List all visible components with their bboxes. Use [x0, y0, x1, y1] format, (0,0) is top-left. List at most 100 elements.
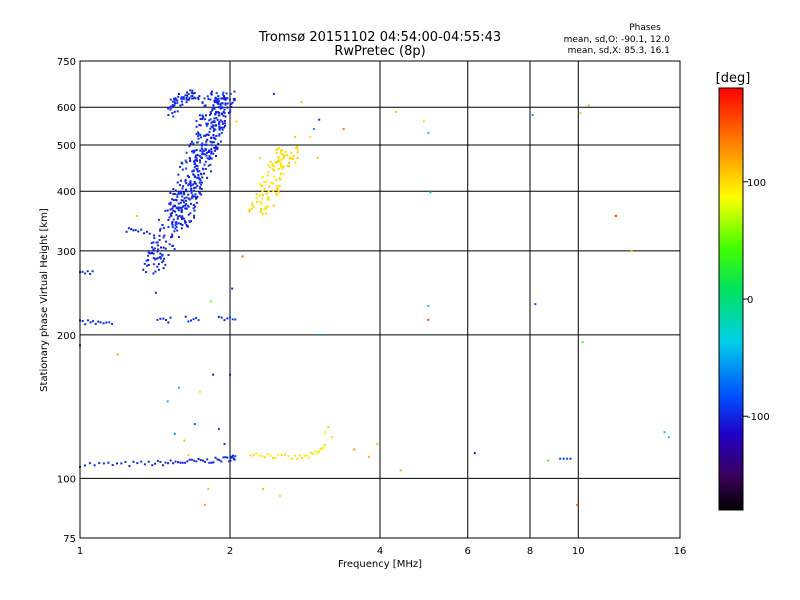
- data-point: [218, 125, 221, 128]
- data-point: [223, 112, 226, 115]
- data-point: [176, 229, 179, 232]
- data-point: [255, 452, 258, 455]
- data-point: [146, 264, 149, 267]
- data-point: [221, 120, 224, 123]
- data-point: [170, 214, 173, 217]
- data-point: [213, 101, 216, 104]
- data-point: [174, 189, 177, 192]
- data-point: [230, 105, 233, 108]
- data-point: [151, 464, 154, 467]
- data-point: [207, 488, 210, 490]
- data-point: [169, 98, 172, 101]
- data-point: [194, 182, 197, 185]
- data-point: [215, 92, 218, 95]
- data-point: [232, 98, 235, 100]
- data-point: [186, 460, 189, 463]
- data-point: [197, 96, 200, 99]
- data-point: [227, 111, 230, 114]
- data-point: [231, 287, 234, 290]
- data-point: [190, 184, 192, 187]
- data-point: [224, 115, 227, 118]
- data-point: [185, 199, 187, 202]
- data-point: [197, 131, 200, 134]
- data-point: [171, 223, 174, 226]
- data-point: [179, 104, 182, 107]
- data-point: [99, 321, 102, 324]
- data-point: [228, 460, 231, 463]
- data-point: [201, 157, 203, 159]
- data-point: [167, 219, 170, 221]
- data-point: [168, 202, 171, 205]
- data-point: [180, 208, 183, 211]
- data-point: [189, 142, 192, 145]
- data-point: [206, 176, 209, 179]
- data-point: [194, 193, 197, 196]
- data-point: [167, 226, 170, 228]
- data-point: [164, 461, 167, 464]
- y-tick-label: 300: [57, 247, 76, 258]
- data-point: [217, 103, 220, 106]
- data-point: [169, 191, 172, 194]
- data-point: [221, 126, 224, 129]
- data-point: [172, 244, 175, 247]
- colorbar-tick-label: 100: [747, 178, 766, 189]
- data-point: [177, 209, 180, 212]
- data-point: [187, 93, 190, 95]
- data-point: [229, 316, 231, 319]
- data-point: [196, 176, 199, 179]
- data-point: [233, 99, 236, 102]
- data-point: [156, 250, 159, 253]
- data-point: [216, 146, 219, 149]
- data-point: [258, 454, 261, 457]
- data-point: [199, 149, 202, 152]
- data-point: [189, 182, 192, 185]
- data-point: [217, 427, 220, 430]
- data-point: [202, 115, 204, 118]
- data-point: [193, 174, 196, 177]
- data-point: [198, 191, 201, 194]
- data-point: [162, 464, 164, 467]
- data-point: [203, 149, 206, 152]
- data-point: [282, 166, 285, 169]
- data-point: [206, 95, 209, 98]
- data-point: [176, 102, 179, 105]
- data-point: [190, 189, 193, 192]
- data-point: [134, 229, 137, 232]
- data-point: [269, 181, 272, 184]
- data-point: [213, 141, 215, 144]
- data-point: [140, 228, 143, 231]
- data-point: [274, 161, 277, 164]
- data-point: [281, 167, 284, 170]
- data-point: [204, 118, 207, 121]
- data-point: [312, 452, 315, 455]
- data-point: [288, 157, 291, 160]
- data-point: [427, 131, 430, 134]
- data-point: [234, 318, 237, 321]
- data-point: [169, 105, 172, 108]
- data-point: [210, 144, 213, 147]
- data-point: [233, 90, 236, 93]
- data-point: [199, 183, 202, 186]
- data-point: [191, 196, 194, 199]
- data-point: [266, 174, 269, 177]
- data-point: [198, 95, 201, 98]
- data-point: [173, 97, 175, 100]
- data-point: [192, 170, 195, 172]
- data-point: [251, 202, 253, 205]
- x-tick-label: 4: [377, 546, 383, 557]
- data-point: [205, 154, 208, 157]
- data-point: [154, 291, 157, 294]
- data-point: [162, 260, 165, 263]
- data-point: [145, 271, 148, 274]
- data-point: [322, 446, 325, 449]
- data-point: [181, 215, 184, 218]
- data-point: [193, 160, 195, 163]
- data-point: [293, 454, 296, 457]
- data-point: [215, 155, 217, 157]
- data-point: [185, 96, 188, 99]
- data-point: [223, 108, 226, 111]
- data-point: [215, 110, 218, 113]
- data-point: [105, 321, 108, 324]
- data-point: [199, 156, 202, 159]
- data-point: [214, 112, 217, 115]
